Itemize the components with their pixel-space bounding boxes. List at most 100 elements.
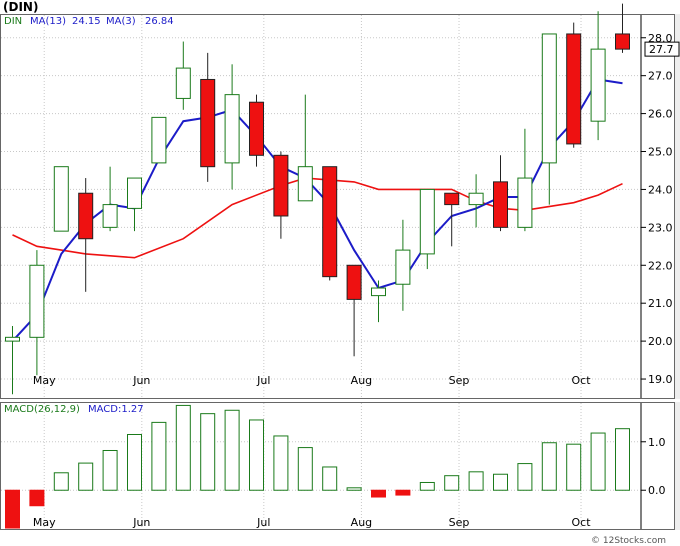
legend-ma3-label: MA(3) [106, 16, 136, 27]
candle [541, 33, 557, 205]
macd-bar-negative [371, 489, 386, 498]
candle-layer [5, 3, 630, 395]
price-tick-label: 24.0 [648, 183, 673, 196]
candle [615, 3, 630, 53]
month-label-price: May [33, 374, 56, 387]
candle [78, 178, 94, 292]
macd-bar-positive [53, 472, 69, 491]
macd-bar-positive [566, 443, 582, 491]
macd-legend-params: MACD(26,12,9) [4, 404, 80, 415]
price-tick-label: 26.0 [648, 108, 673, 121]
candle-body-up [590, 48, 606, 122]
macd-bar-positive [297, 447, 313, 491]
candle-body-down [273, 154, 289, 217]
candle-body-down [493, 181, 508, 228]
macd-panel-edge [675, 402, 680, 530]
macd-bar-negative [29, 489, 45, 507]
candle [468, 174, 484, 228]
candle [297, 94, 313, 202]
price-tick-label: 27.0 [648, 70, 673, 83]
macd-bar-negative [5, 489, 20, 529]
candle-body-up [517, 177, 533, 228]
macd-bar-positive [273, 435, 289, 491]
candle-body-down [78, 192, 94, 240]
candle [493, 155, 508, 232]
macd-bar-positive [493, 473, 508, 491]
candle-body-down [346, 264, 362, 300]
macd-bar-positive [468, 471, 484, 491]
axis-layer: 19.0 20.0 21.0 22.0 23.0 24.0 25.0 26.0 27.0 28.0… [33, 15, 673, 529]
macd-bar-positive [78, 462, 94, 491]
month-label-macd: Oct [572, 516, 592, 529]
candle-body-up [224, 94, 240, 164]
candle [444, 192, 460, 247]
candle-body-up [541, 33, 557, 164]
candle-body-down [322, 166, 338, 278]
month-label-price: Aug [351, 374, 372, 387]
legend-ma3-value: 26.84 [145, 16, 174, 27]
candle-body-up [175, 67, 191, 99]
price-tick-label: 23.0 [648, 221, 673, 234]
price-tick-label: 28.0 [648, 32, 673, 45]
legend-symbol: DIN [4, 16, 22, 27]
candle-body-up [127, 177, 142, 209]
macd-bar-positive [200, 413, 216, 491]
macd-bar-positive [151, 421, 167, 491]
candle [566, 22, 582, 148]
candle [200, 52, 216, 182]
month-label-price: Jun [132, 374, 150, 387]
month-label-price: Oct [572, 374, 592, 387]
candle [395, 219, 411, 311]
macd-bar-positive [127, 434, 142, 491]
candle [517, 128, 533, 232]
price-tick-label: 22.0 [648, 259, 673, 272]
watermark: © 12Stocks.com [591, 536, 666, 546]
candle [346, 264, 362, 357]
candle-body-down [566, 33, 582, 145]
month-label-macd: Jun [132, 516, 150, 529]
month-label-macd: May [33, 516, 56, 529]
macd-bar-positive [590, 432, 606, 491]
candle-body-up [371, 287, 386, 297]
candle-body-up [53, 166, 69, 232]
candle [127, 177, 142, 232]
macd-bar-positive [346, 487, 362, 491]
candle [102, 166, 118, 232]
candle [53, 166, 69, 232]
month-label-macd: Sep [449, 516, 470, 529]
candle-body-up [5, 336, 20, 342]
candle [249, 94, 264, 167]
candle [175, 41, 191, 110]
candle [29, 250, 45, 376]
macd-bar-positive [419, 481, 435, 491]
macd-bar-positive [444, 475, 460, 491]
month-label-macd: Jul [256, 516, 270, 529]
macd-tick-label: 1.0 [648, 436, 666, 449]
price-tick-label: 20.0 [648, 335, 673, 348]
candle-body-up [29, 264, 45, 338]
price-tick-label: 25.0 [648, 146, 673, 159]
macd-bar-positive [517, 463, 533, 491]
last-price-value: 27.7 [649, 43, 674, 56]
candle [151, 116, 167, 164]
last-price-tag [644, 41, 680, 57]
candle-body-up [395, 249, 411, 285]
macd-bar-negative [395, 489, 411, 496]
candle [590, 11, 606, 141]
candle [5, 325, 20, 395]
candle-body-down [249, 101, 264, 156]
price-panel-edge [675, 14, 680, 399]
candle [419, 188, 435, 270]
month-label-macd: Aug [351, 516, 372, 529]
price-tick-label: 19.0 [648, 373, 673, 386]
candle-body-down [200, 78, 216, 168]
macd-bar-positive [224, 409, 240, 491]
candle-body-down [444, 192, 460, 206]
price-tick-label: 21.0 [648, 297, 673, 310]
macd-bar-layer [5, 404, 630, 529]
month-label-price: Sep [449, 374, 470, 387]
candle-body-up [419, 188, 435, 255]
candle-body-up [151, 116, 167, 164]
candle-body-up [297, 166, 313, 202]
chart-title: (DIN) [3, 0, 38, 14]
